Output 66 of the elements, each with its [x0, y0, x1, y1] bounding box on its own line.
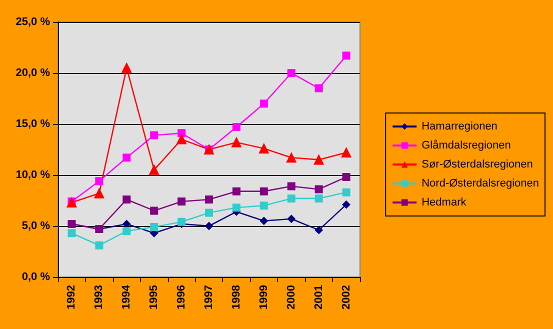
legend-label: Nord-Østerdalsregionen — [422, 178, 539, 190]
point — [232, 123, 240, 132]
x-tick-label: 2001 — [312, 285, 325, 310]
point — [314, 84, 323, 92]
point — [287, 182, 296, 190]
point — [150, 206, 158, 215]
point — [314, 194, 323, 202]
y-tick-label: 25,0 % — [16, 16, 50, 28]
point — [286, 152, 296, 163]
point — [178, 129, 186, 138]
point — [95, 241, 104, 250]
point — [341, 148, 352, 158]
point — [205, 208, 213, 217]
point — [260, 216, 268, 225]
point — [94, 188, 104, 198]
point — [342, 173, 350, 182]
point — [178, 218, 186, 226]
x-tick-label: 1997 — [203, 285, 215, 310]
point — [287, 194, 296, 202]
point — [176, 134, 187, 144]
point — [232, 204, 240, 212]
y-tick-label: 20,0 % — [16, 67, 50, 79]
point — [150, 131, 158, 140]
point — [149, 164, 160, 175]
legend-label: Sør-Østerdalsregionen — [422, 158, 533, 170]
x-tick-label: 1999 — [258, 285, 270, 310]
x-tick-label: 1998 — [230, 285, 242, 310]
legend-label: Hedmark — [422, 196, 467, 208]
point — [205, 195, 213, 204]
point — [342, 188, 350, 196]
point — [342, 200, 350, 209]
point — [314, 226, 323, 234]
point — [287, 69, 296, 77]
point — [205, 222, 213, 230]
point — [150, 223, 158, 232]
legend-label: Hamarregionen — [422, 120, 498, 132]
point — [122, 220, 131, 228]
point — [260, 100, 268, 108]
point — [232, 187, 240, 196]
x-tick-label: 1995 — [148, 285, 160, 310]
point — [231, 137, 242, 148]
legend-label: Glåmdalsregionen — [422, 140, 511, 152]
point — [342, 52, 350, 60]
y-tick-label: 5,0 % — [22, 220, 50, 232]
point — [260, 187, 268, 196]
point — [122, 62, 132, 73]
x-tick-label: 1996 — [176, 285, 188, 310]
point — [122, 227, 131, 236]
point — [258, 143, 269, 154]
point — [287, 214, 296, 223]
y-tick-label: 15,0 % — [16, 118, 50, 130]
point — [260, 202, 268, 210]
point — [178, 198, 186, 206]
x-tick-label: 1992 — [66, 285, 78, 310]
x-tick-label: 2002 — [340, 285, 352, 310]
point — [314, 185, 323, 194]
point — [314, 154, 324, 165]
point — [95, 177, 104, 186]
point — [68, 229, 76, 238]
y-tick-label: 10,0 % — [16, 169, 50, 181]
y-tick-label: 0,0 % — [22, 271, 50, 283]
x-tick-label: 1994 — [120, 284, 133, 310]
x-tick-label: 1993 — [93, 285, 106, 310]
point — [122, 154, 131, 162]
point — [122, 195, 131, 204]
x-tick-label: 2000 — [285, 285, 298, 310]
